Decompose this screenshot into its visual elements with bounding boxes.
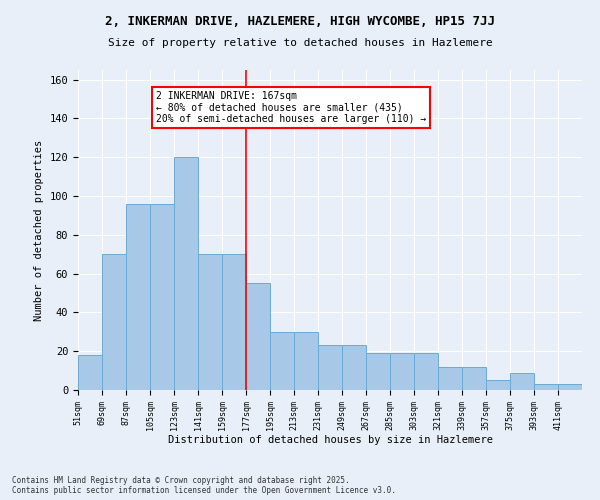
Text: 2, INKERMAN DRIVE, HAZLEMERE, HIGH WYCOMBE, HP15 7JJ: 2, INKERMAN DRIVE, HAZLEMERE, HIGH WYCOM… <box>105 15 495 28</box>
Bar <box>390 353 414 390</box>
Bar <box>510 372 534 390</box>
Bar <box>462 366 486 390</box>
Text: Size of property relative to detached houses in Hazlemere: Size of property relative to detached ho… <box>107 38 493 48</box>
Bar <box>198 254 222 390</box>
Bar <box>342 346 366 390</box>
Bar <box>438 366 462 390</box>
Bar <box>270 332 294 390</box>
Bar <box>414 353 438 390</box>
Bar <box>102 254 126 390</box>
X-axis label: Distribution of detached houses by size in Hazlemere: Distribution of detached houses by size … <box>167 436 493 446</box>
Bar <box>150 204 174 390</box>
Bar <box>246 284 270 390</box>
Text: 2 INKERMAN DRIVE: 167sqm
← 80% of detached houses are smaller (435)
20% of semi-: 2 INKERMAN DRIVE: 167sqm ← 80% of detach… <box>156 91 427 124</box>
Bar <box>558 384 582 390</box>
Bar <box>78 355 102 390</box>
Bar <box>318 346 342 390</box>
Bar <box>366 353 390 390</box>
Bar <box>486 380 510 390</box>
Y-axis label: Number of detached properties: Number of detached properties <box>34 140 44 320</box>
Bar <box>222 254 246 390</box>
Bar <box>126 204 150 390</box>
Bar <box>174 158 198 390</box>
Text: Contains HM Land Registry data © Crown copyright and database right 2025.
Contai: Contains HM Land Registry data © Crown c… <box>12 476 396 495</box>
Bar <box>294 332 318 390</box>
Bar <box>534 384 558 390</box>
